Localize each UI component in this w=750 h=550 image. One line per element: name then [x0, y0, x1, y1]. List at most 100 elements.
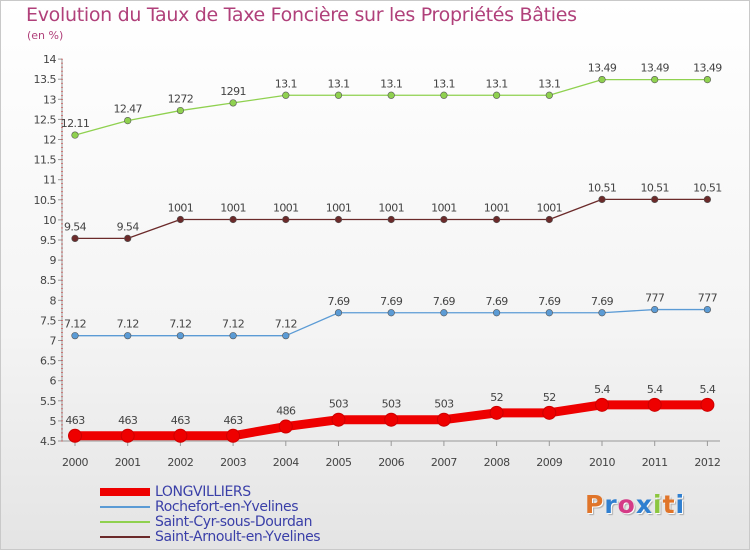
- data-label: 10.51: [693, 181, 722, 194]
- data-label: 1001: [431, 201, 457, 214]
- x-tick-label: 2012: [694, 456, 720, 469]
- data-label: 503: [329, 398, 349, 411]
- data-label: 12.47: [113, 103, 142, 116]
- data-point: [493, 309, 501, 317]
- data-point: [68, 428, 82, 443]
- data-label: 503: [382, 398, 402, 411]
- data-label: 10.51: [640, 181, 669, 194]
- data-point: [226, 428, 241, 443]
- logo-letter: P: [585, 490, 605, 519]
- data-label: 463: [65, 414, 85, 427]
- data-point: [71, 234, 79, 242]
- data-label: 1291: [220, 85, 246, 98]
- data-label: 503: [434, 398, 454, 411]
- y-tick-label: 5.5: [40, 395, 56, 408]
- data-label: 7.69: [538, 295, 561, 308]
- y-tick-label: 10: [43, 214, 56, 227]
- data-point: [176, 106, 184, 115]
- data-point: [598, 76, 606, 84]
- data-point: [124, 234, 132, 242]
- data-label: 10.51: [588, 181, 617, 194]
- logo-letter: x: [635, 490, 653, 519]
- data-label: 7.12: [275, 318, 297, 331]
- data-point: [334, 215, 343, 224]
- y-tick-label: 9.5: [40, 234, 56, 247]
- x-tick-label: 2011: [642, 456, 668, 469]
- data-label: 7.69: [433, 295, 456, 308]
- legend-swatch: [100, 536, 150, 538]
- data-point: [387, 91, 395, 99]
- data-point: [647, 397, 662, 412]
- data-label: 7.12: [222, 318, 244, 331]
- data-label: 1001: [168, 201, 194, 214]
- data-point: [545, 309, 553, 317]
- y-tick-label: 7: [50, 335, 57, 348]
- data-label: 5.4: [700, 383, 716, 396]
- data-label: 7.12: [117, 318, 139, 331]
- data-point: [387, 215, 395, 224]
- data-label: 9.54: [117, 220, 140, 233]
- data-label: 13.49: [693, 62, 722, 75]
- y-tick-label: 6: [50, 375, 57, 388]
- x-tick-label: 2008: [484, 456, 510, 469]
- data-point: [334, 309, 343, 317]
- y-tick-label: 4.5: [40, 435, 56, 448]
- data-label: 13.1: [275, 77, 297, 90]
- data-point: [384, 412, 399, 427]
- data-point: [440, 309, 448, 317]
- data-point: [700, 397, 715, 412]
- legend-swatch: [100, 506, 150, 508]
- legend-swatch: [100, 488, 150, 496]
- data-point: [595, 397, 609, 412]
- x-tick-label: 2000: [62, 456, 88, 469]
- data-label: 7.69: [591, 295, 614, 308]
- x-tick-label: 2010: [589, 456, 615, 469]
- data-point: [703, 195, 712, 203]
- data-point: [334, 91, 343, 99]
- data-point: [120, 428, 135, 443]
- y-tick-label: 8.5: [40, 274, 56, 287]
- data-label: 7.69: [327, 295, 350, 308]
- chart-legend: LONGVILLIERS Rochefort-en-Yvelines Saint-C…: [100, 484, 360, 545]
- data-label: 13.1: [538, 77, 560, 90]
- legend-item: Rochefort-en-Yvelines: [100, 499, 360, 515]
- logo-letter: r: [604, 490, 618, 519]
- data-label: 13.1: [380, 77, 402, 90]
- data-point: [598, 195, 606, 203]
- data-label: 777: [698, 292, 718, 305]
- data-label: 1001: [273, 201, 299, 214]
- legend-item: Saint-Cyr-sous-Dourdan: [100, 514, 360, 530]
- legend-label: Saint-Cyr-sous-Dourdan: [155, 514, 313, 530]
- legend-label: Rochefort-en-Yvelines: [155, 499, 299, 515]
- data-point: [71, 332, 79, 340]
- data-label: 486: [276, 405, 296, 418]
- y-tick-label: 10.5: [34, 194, 57, 207]
- data-point: [489, 405, 504, 420]
- x-tick-label: 2007: [431, 456, 457, 469]
- data-point: [278, 419, 293, 434]
- data-label: 1001: [220, 201, 246, 214]
- data-label: 13.49: [640, 62, 669, 75]
- data-point: [545, 91, 553, 99]
- y-tick-label: 9: [50, 254, 57, 267]
- proxiti-logo: Proxiti: [585, 490, 685, 519]
- data-label: 5.4: [594, 383, 610, 396]
- data-point: [282, 91, 290, 99]
- y-tick-label: 11: [43, 174, 56, 187]
- x-tick-label: 2003: [220, 456, 246, 469]
- data-label: 7.12: [64, 318, 86, 331]
- chart-unit-label: (en %): [27, 29, 64, 42]
- data-label: 7.69: [380, 295, 403, 308]
- data-point: [124, 332, 132, 340]
- logo-letter: i: [653, 490, 663, 519]
- legend-item: LONGVILLIERS: [100, 484, 360, 500]
- data-point: [176, 332, 184, 340]
- x-tick-label: 2005: [326, 456, 352, 469]
- data-point: [440, 91, 448, 99]
- y-tick-label: 5: [50, 415, 57, 428]
- data-point: [387, 309, 395, 317]
- data-point: [282, 215, 290, 224]
- data-label: 1001: [326, 201, 352, 214]
- data-point: [440, 215, 448, 224]
